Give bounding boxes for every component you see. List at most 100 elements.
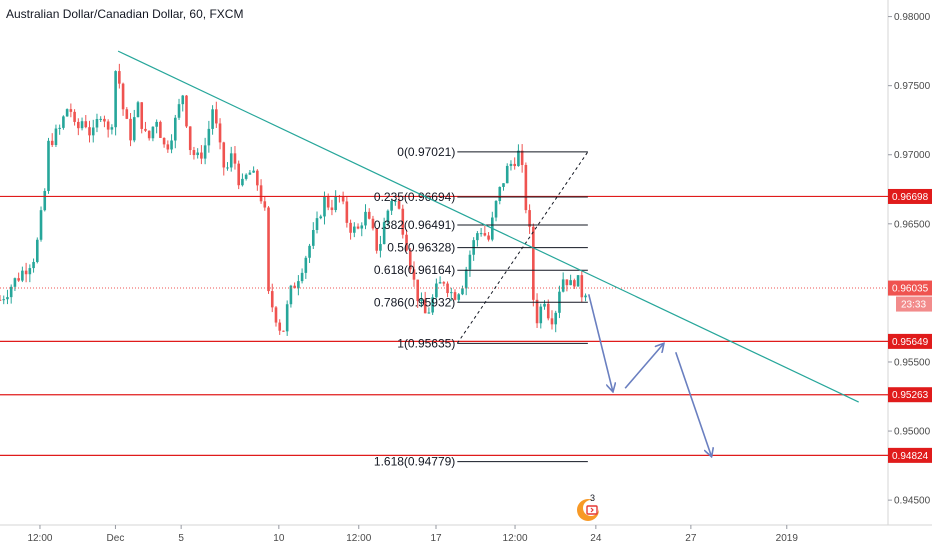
fibonacci-retracement[interactable]: 0(0.97021) 0.235(0.96694) 0.382(0.96491) 0.… (374, 145, 589, 469)
forecast-arrow[interactable] (587, 294, 613, 391)
candle-body (0, 299, 2, 301)
candle-body (289, 285, 293, 305)
candle-body (576, 275, 580, 287)
candle-body (170, 140, 173, 150)
candle-body (285, 304, 289, 332)
candle-body (58, 127, 61, 129)
price-level-badge: 0.95263 (892, 390, 929, 401)
price-level-badge: 0.96698 (892, 192, 929, 203)
candle-body (188, 126, 192, 151)
countdown-label: 23:33 (901, 300, 926, 311)
candle-body (502, 183, 505, 187)
price-tick-label: 0.95000 (894, 427, 931, 438)
time-tick-label: 2019 (776, 533, 799, 544)
tradingview-logo-icon: 3 (577, 493, 599, 521)
candle-body (129, 118, 132, 141)
candle-body (84, 121, 88, 128)
chart-title: Australian Dollar/Canadian Dollar, 60, F… (6, 7, 244, 21)
candle-body (498, 186, 502, 201)
candle-body (203, 145, 207, 159)
candle-body (423, 299, 427, 314)
candle-body (39, 210, 43, 240)
candle-body (356, 226, 360, 229)
candle-body (2, 299, 6, 301)
candle-body (35, 239, 39, 262)
candle-body (461, 288, 464, 295)
time-tick-label: 12:00 (27, 533, 52, 544)
candle-body (319, 216, 323, 219)
candle-body (394, 200, 397, 202)
candle-body (114, 71, 117, 128)
candle-body (99, 118, 102, 120)
price-level-badge-bg (888, 333, 932, 349)
logo-badge-count: 3 (590, 493, 595, 503)
candle-body (274, 307, 278, 323)
fib-level-label: 1(0.95635) (397, 336, 455, 350)
candle-body (412, 269, 416, 280)
candle-body (386, 210, 390, 223)
candle-body (435, 283, 438, 298)
candle-body (54, 128, 58, 146)
time-tick-label: 17 (430, 533, 442, 544)
candle-body (334, 196, 337, 211)
candle-body (341, 196, 345, 202)
candle-body (509, 163, 513, 166)
fib-level-label: 0.382(0.96491) (374, 218, 455, 232)
price-tick-label: 0.94500 (894, 496, 931, 507)
candle-body (47, 140, 50, 191)
candle-body (218, 123, 222, 143)
candle-body (73, 111, 76, 122)
candle-body (121, 83, 125, 110)
candle-body (181, 95, 185, 105)
candle-body (438, 282, 442, 284)
trendline-layer[interactable] (117, 50, 859, 403)
forecast-arrows[interactable] (587, 294, 712, 456)
candle-body (453, 292, 457, 300)
time-tick-label: 12:00 (503, 533, 528, 544)
candle-body (177, 104, 181, 118)
candle-body (6, 297, 9, 300)
candle-body (200, 152, 203, 159)
price-levels-layer (0, 195, 888, 456)
candle-body (364, 211, 367, 226)
candle-body (550, 318, 554, 325)
price-tick-label: 0.97000 (894, 150, 931, 161)
candle-body (248, 172, 252, 175)
fib-level-label: 1.618(0.94779) (374, 455, 455, 469)
candle-body (315, 218, 319, 231)
forecast-arrow[interactable] (624, 344, 663, 389)
candle-body (229, 153, 233, 168)
candle-body (237, 163, 240, 186)
candle-body (297, 281, 300, 289)
candle-body (91, 127, 95, 136)
candle-body (479, 233, 483, 235)
candle-body (32, 261, 35, 269)
candle-body (513, 163, 516, 167)
fib-level-label: 0.235(0.96694) (374, 190, 455, 204)
countdown-badge-bg (896, 296, 932, 312)
candle-body (241, 178, 244, 186)
candle-body (360, 225, 364, 229)
candle-body (565, 279, 569, 286)
candle-body (125, 109, 129, 119)
candle-body (382, 222, 386, 245)
candle-body (118, 71, 121, 84)
candle-body (222, 142, 226, 168)
descending-trendline[interactable] (117, 50, 859, 403)
candle-body (561, 279, 565, 292)
candle-body (162, 137, 166, 145)
candle-body (62, 116, 65, 128)
candle-body (293, 285, 296, 289)
candle-body (371, 218, 375, 229)
current-price-badge-bg (888, 280, 932, 296)
forecast-arrow[interactable] (675, 352, 712, 456)
candle-body (487, 235, 490, 240)
candles-layer (0, 63, 587, 336)
candle-body (330, 207, 334, 211)
candle-body (468, 254, 472, 270)
candle-body (353, 226, 356, 233)
fib-level-label: 0.5(0.96328) (387, 241, 455, 255)
time-tick-label: 24 (590, 533, 602, 544)
candle-body (464, 269, 468, 289)
